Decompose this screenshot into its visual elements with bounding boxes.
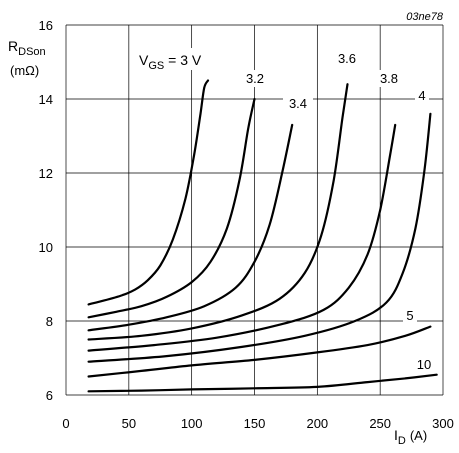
figure-code: 03ne78 — [406, 11, 444, 23]
y-axis-label: RDSon — [8, 38, 46, 58]
y-axis-label-main: R — [8, 38, 18, 54]
x-axis-label-sub: D — [398, 435, 406, 447]
vgs-prefix-main: V — [139, 52, 149, 68]
x-tick-label: 300 — [432, 416, 454, 431]
curve-label-vgs-3-2: 3.2 — [246, 71, 264, 86]
curve-label-bg — [374, 70, 404, 87]
curve-label-bg — [240, 70, 270, 87]
curve-labels: 3.2 3.4 3.6 3.8 4 5 10 — [240, 50, 435, 373]
y-tick-label: 8 — [46, 314, 53, 329]
curve-label-vgs-3-6: 3.6 — [338, 51, 356, 66]
curve-label-bg — [413, 356, 435, 373]
y-tick-label: 6 — [46, 388, 53, 403]
series-line-vgs-3 — [87, 79, 210, 306]
series-line-vgs-3-2 — [87, 97, 256, 319]
curve-label-bg — [415, 87, 429, 104]
y-tick-label: 14 — [39, 92, 53, 107]
series-line-vgs-3-8 — [87, 123, 397, 352]
curve-label-bg — [283, 95, 313, 112]
y-tick-label: 16 — [39, 18, 53, 33]
vgs-prefix-rest: = 3 V — [164, 52, 202, 68]
curve-label-vgs-3-8: 3.8 — [380, 71, 398, 86]
series-line-vgs-3-6 — [87, 83, 349, 341]
x-tick-label: 100 — [181, 416, 203, 431]
x-axis-label-main: I — [394, 427, 398, 443]
y-tick-label: 10 — [39, 240, 53, 255]
x-tick-label: 50 — [122, 416, 136, 431]
series-lines — [87, 79, 438, 393]
y-axis-label-sub: DSon — [18, 46, 46, 58]
curve-label-bg — [332, 50, 362, 67]
curve-label-bg — [403, 307, 417, 324]
x-tick-label: 250 — [369, 416, 391, 431]
x-tick-label: 150 — [244, 416, 266, 431]
x-axis-unit: (A) — [410, 428, 427, 443]
tick-labels: 0 50 100 150 200 250 300 6 8 10 12 14 16 — [39, 18, 454, 431]
series-line-vgs-10 — [87, 373, 438, 393]
series-line-vgs-5 — [87, 325, 432, 378]
x-tick-label: 0 — [62, 416, 69, 431]
series-line-vgs-4 — [87, 112, 432, 363]
curve-label-vgs-3-4: 3.4 — [289, 96, 307, 111]
y-tick-label: 12 — [39, 166, 53, 181]
curve-label-vgs-5: 5 — [406, 308, 413, 323]
series-line-vgs-3-4 — [87, 123, 294, 332]
x-tick-label: 200 — [306, 416, 328, 431]
curve-label-vgs-4: 4 — [418, 88, 425, 103]
curve-label-vgs-10: 10 — [417, 357, 431, 372]
vgs-label-bg — [136, 48, 210, 70]
vgs-prefix-sub: GS — [148, 60, 164, 72]
y-axis-unit: (mΩ) — [10, 63, 39, 78]
x-axis-label: ID (A) — [394, 427, 427, 447]
vgs-prefix-label: VGS = 3 V — [139, 52, 202, 72]
